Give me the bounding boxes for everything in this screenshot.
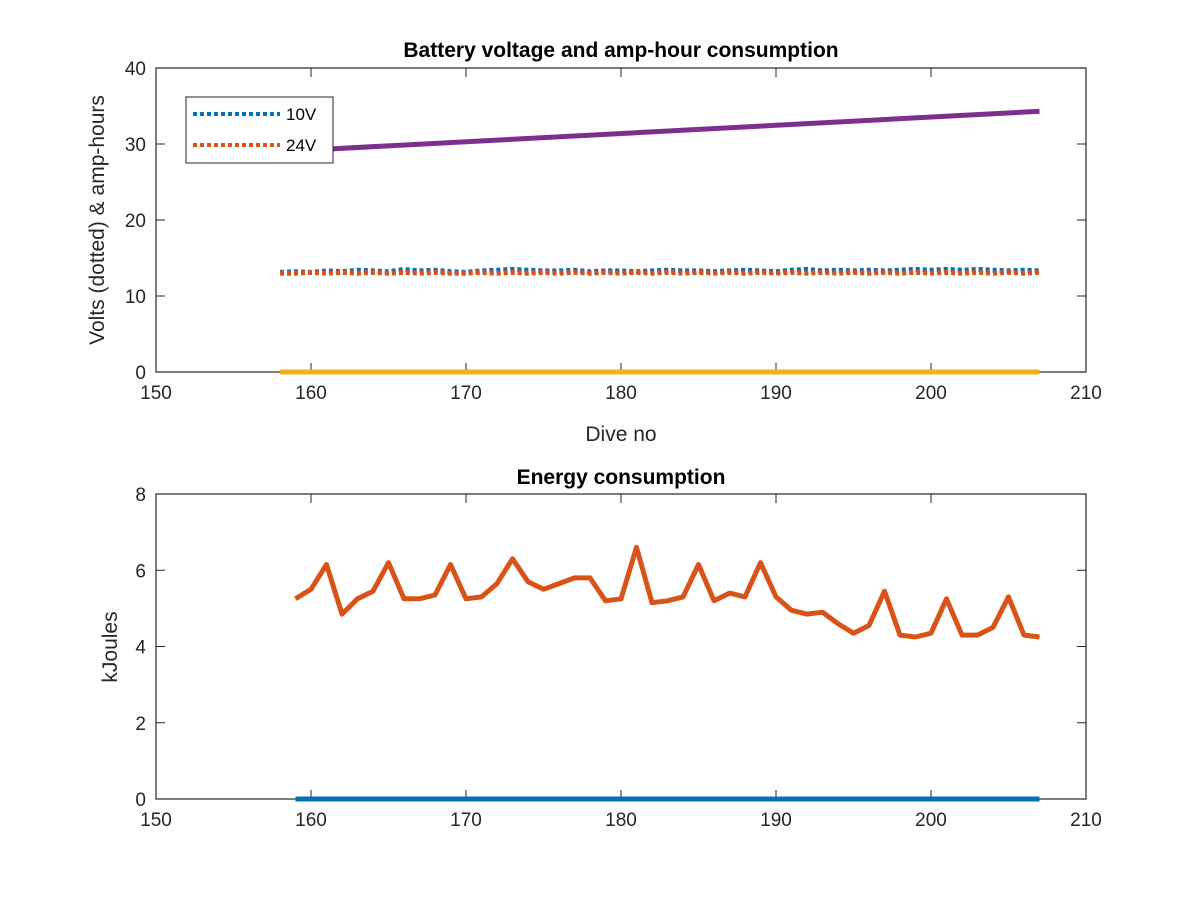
y-tick-label: 0: [135, 363, 146, 384]
x-tick-label: 210: [1070, 810, 1102, 831]
series-24v-line: [280, 269, 1040, 276]
series-3-line: [279, 108, 1040, 155]
x-tick-label: 180: [605, 810, 637, 831]
battery-plot-xlabel: Dive no: [585, 423, 656, 446]
x-tick-label: 200: [915, 383, 947, 404]
x-tick-label: 190: [760, 383, 792, 404]
energy-plot-title: Energy consumption: [517, 466, 726, 489]
x-tick-label: 160: [295, 383, 327, 404]
x-tick-label: 160: [295, 810, 327, 831]
battery-plot: 150 160 170 180 190 200 210 0 10 20 30 40 Battery v…: [86, 39, 1102, 446]
y-tick-label: 20: [125, 211, 146, 232]
battery-plot-legend: 10V 24V: [185, 96, 334, 164]
energy-plot-axes: [155, 493, 1087, 800]
y-tick-label: 10: [125, 287, 146, 308]
battery-plot-series: [279, 108, 1040, 375]
battery-plot-ticks: 150 160 170 180 190 200 210 0 10 20 30 40: [125, 59, 1102, 404]
x-tick-label: 200: [915, 810, 947, 831]
y-tick-label: 40: [125, 59, 146, 80]
energy-plot-ticks: 150 160 170 180 190 200 210 0 2 4 6 8: [135, 485, 1101, 831]
battery-plot-ylabel: Volts (dotted) & amp-hours: [86, 95, 109, 345]
energy-plot: 150 160 170 180 190 200 210 0 2 4 6 8 Energy consum…: [99, 466, 1102, 831]
energy-plot-series: [294, 544, 1040, 802]
x-tick-label: 210: [1070, 383, 1102, 404]
legend-label-10v: 10V: [286, 105, 317, 124]
y-tick-label: 0: [135, 790, 146, 811]
x-tick-label: 190: [760, 810, 792, 831]
legend-label-24v: 24V: [286, 136, 317, 155]
energy-plot-ylabel: kJoules: [99, 611, 122, 682]
legend-box: [185, 96, 334, 164]
x-tick-label: 150: [140, 383, 172, 404]
x-tick-label: 150: [140, 810, 172, 831]
y-tick-label: 4: [135, 638, 146, 659]
series-1-line: [294, 544, 1040, 640]
x-tick-label: 170: [450, 383, 482, 404]
x-tick-label: 180: [605, 383, 637, 404]
y-tick-label: 30: [125, 135, 146, 156]
y-tick-label: 6: [135, 561, 146, 582]
x-tick-label: 170: [450, 810, 482, 831]
y-tick-label: 8: [135, 485, 146, 506]
y-tick-label: 2: [135, 714, 146, 735]
battery-plot-title: Battery voltage and amp-hour consumption: [403, 39, 838, 62]
